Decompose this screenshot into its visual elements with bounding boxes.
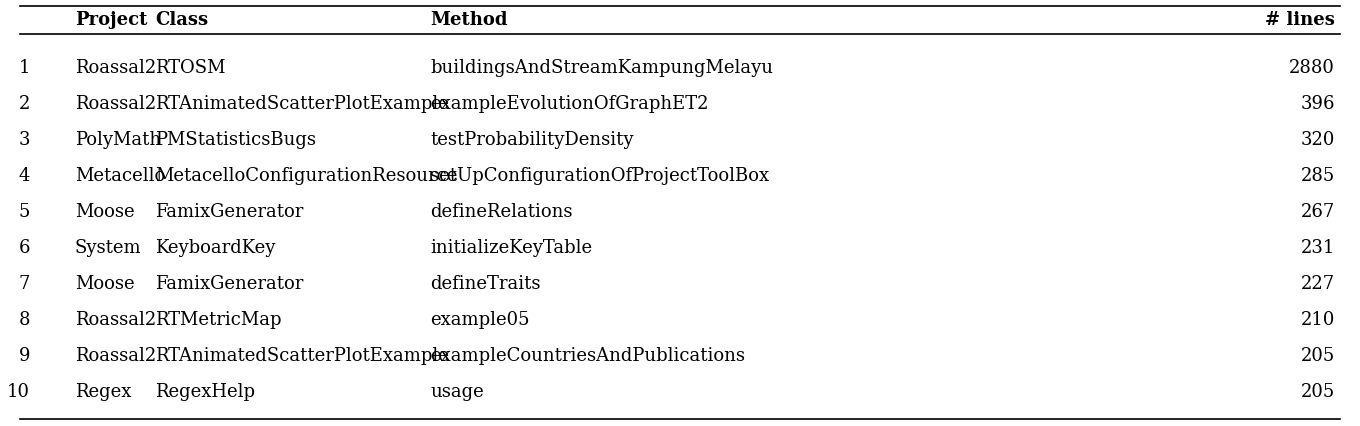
Text: 2880: 2880 bbox=[1289, 59, 1336, 77]
Text: 3: 3 bbox=[19, 131, 30, 149]
Text: usage: usage bbox=[430, 382, 484, 400]
Text: System: System bbox=[75, 239, 141, 256]
Text: 227: 227 bbox=[1302, 274, 1336, 292]
Text: Moose: Moose bbox=[75, 202, 135, 221]
Text: KeyboardKey: KeyboardKey bbox=[155, 239, 275, 256]
Text: MetacelloConfigurationResource: MetacelloConfigurationResource bbox=[155, 167, 457, 184]
Text: RTMetricMap: RTMetricMap bbox=[155, 310, 282, 328]
Text: RTAnimatedScatterPlotExample: RTAnimatedScatterPlotExample bbox=[155, 95, 449, 113]
Text: exampleCountriesAndPublications: exampleCountriesAndPublications bbox=[430, 346, 745, 364]
Text: Metacello: Metacello bbox=[75, 167, 166, 184]
Text: 5: 5 bbox=[19, 202, 30, 221]
Text: Roassal2: Roassal2 bbox=[75, 346, 156, 364]
Text: Class: Class bbox=[155, 11, 208, 29]
Text: defineRelations: defineRelations bbox=[430, 202, 573, 221]
Text: initializeKeyTable: initializeKeyTable bbox=[430, 239, 592, 256]
Text: example05: example05 bbox=[430, 310, 529, 328]
Text: 210: 210 bbox=[1300, 310, 1336, 328]
Text: 205: 205 bbox=[1300, 346, 1336, 364]
Text: PMStatisticsBugs: PMStatisticsBugs bbox=[155, 131, 316, 149]
Text: 267: 267 bbox=[1300, 202, 1336, 221]
Text: 10: 10 bbox=[7, 382, 30, 400]
Text: # lines: # lines bbox=[1265, 11, 1336, 29]
Text: 4: 4 bbox=[19, 167, 30, 184]
Text: Method: Method bbox=[430, 11, 507, 29]
Text: 6: 6 bbox=[19, 239, 30, 256]
Text: Roassal2: Roassal2 bbox=[75, 95, 156, 113]
Text: 7: 7 bbox=[19, 274, 30, 292]
Text: Project: Project bbox=[75, 11, 147, 29]
Text: 9: 9 bbox=[19, 346, 30, 364]
Text: 320: 320 bbox=[1300, 131, 1336, 149]
Text: defineTraits: defineTraits bbox=[430, 274, 540, 292]
Text: FamixGenerator: FamixGenerator bbox=[155, 202, 303, 221]
Text: 205: 205 bbox=[1300, 382, 1336, 400]
Text: 2: 2 bbox=[19, 95, 30, 113]
Text: RTAnimatedScatterPlotExample: RTAnimatedScatterPlotExample bbox=[155, 346, 449, 364]
Text: 231: 231 bbox=[1300, 239, 1336, 256]
Text: RegexHelp: RegexHelp bbox=[155, 382, 256, 400]
Text: exampleEvolutionOfGraphET2: exampleEvolutionOfGraphET2 bbox=[430, 95, 709, 113]
Text: PolyMath: PolyMath bbox=[75, 131, 160, 149]
Text: setUpConfigurationOfProjectToolBox: setUpConfigurationOfProjectToolBox bbox=[430, 167, 770, 184]
Text: FamixGenerator: FamixGenerator bbox=[155, 274, 303, 292]
Text: Moose: Moose bbox=[75, 274, 135, 292]
Text: 1: 1 bbox=[19, 59, 30, 77]
Text: 285: 285 bbox=[1300, 167, 1336, 184]
Text: 8: 8 bbox=[19, 310, 30, 328]
Text: buildingsAndStreamKampungMelayu: buildingsAndStreamKampungMelayu bbox=[430, 59, 772, 77]
Text: testProbabilityDensity: testProbabilityDensity bbox=[430, 131, 634, 149]
Text: Roassal2: Roassal2 bbox=[75, 59, 156, 77]
Text: RTOSM: RTOSM bbox=[155, 59, 226, 77]
Text: 396: 396 bbox=[1300, 95, 1336, 113]
Text: Regex: Regex bbox=[75, 382, 132, 400]
Text: Roassal2: Roassal2 bbox=[75, 310, 156, 328]
